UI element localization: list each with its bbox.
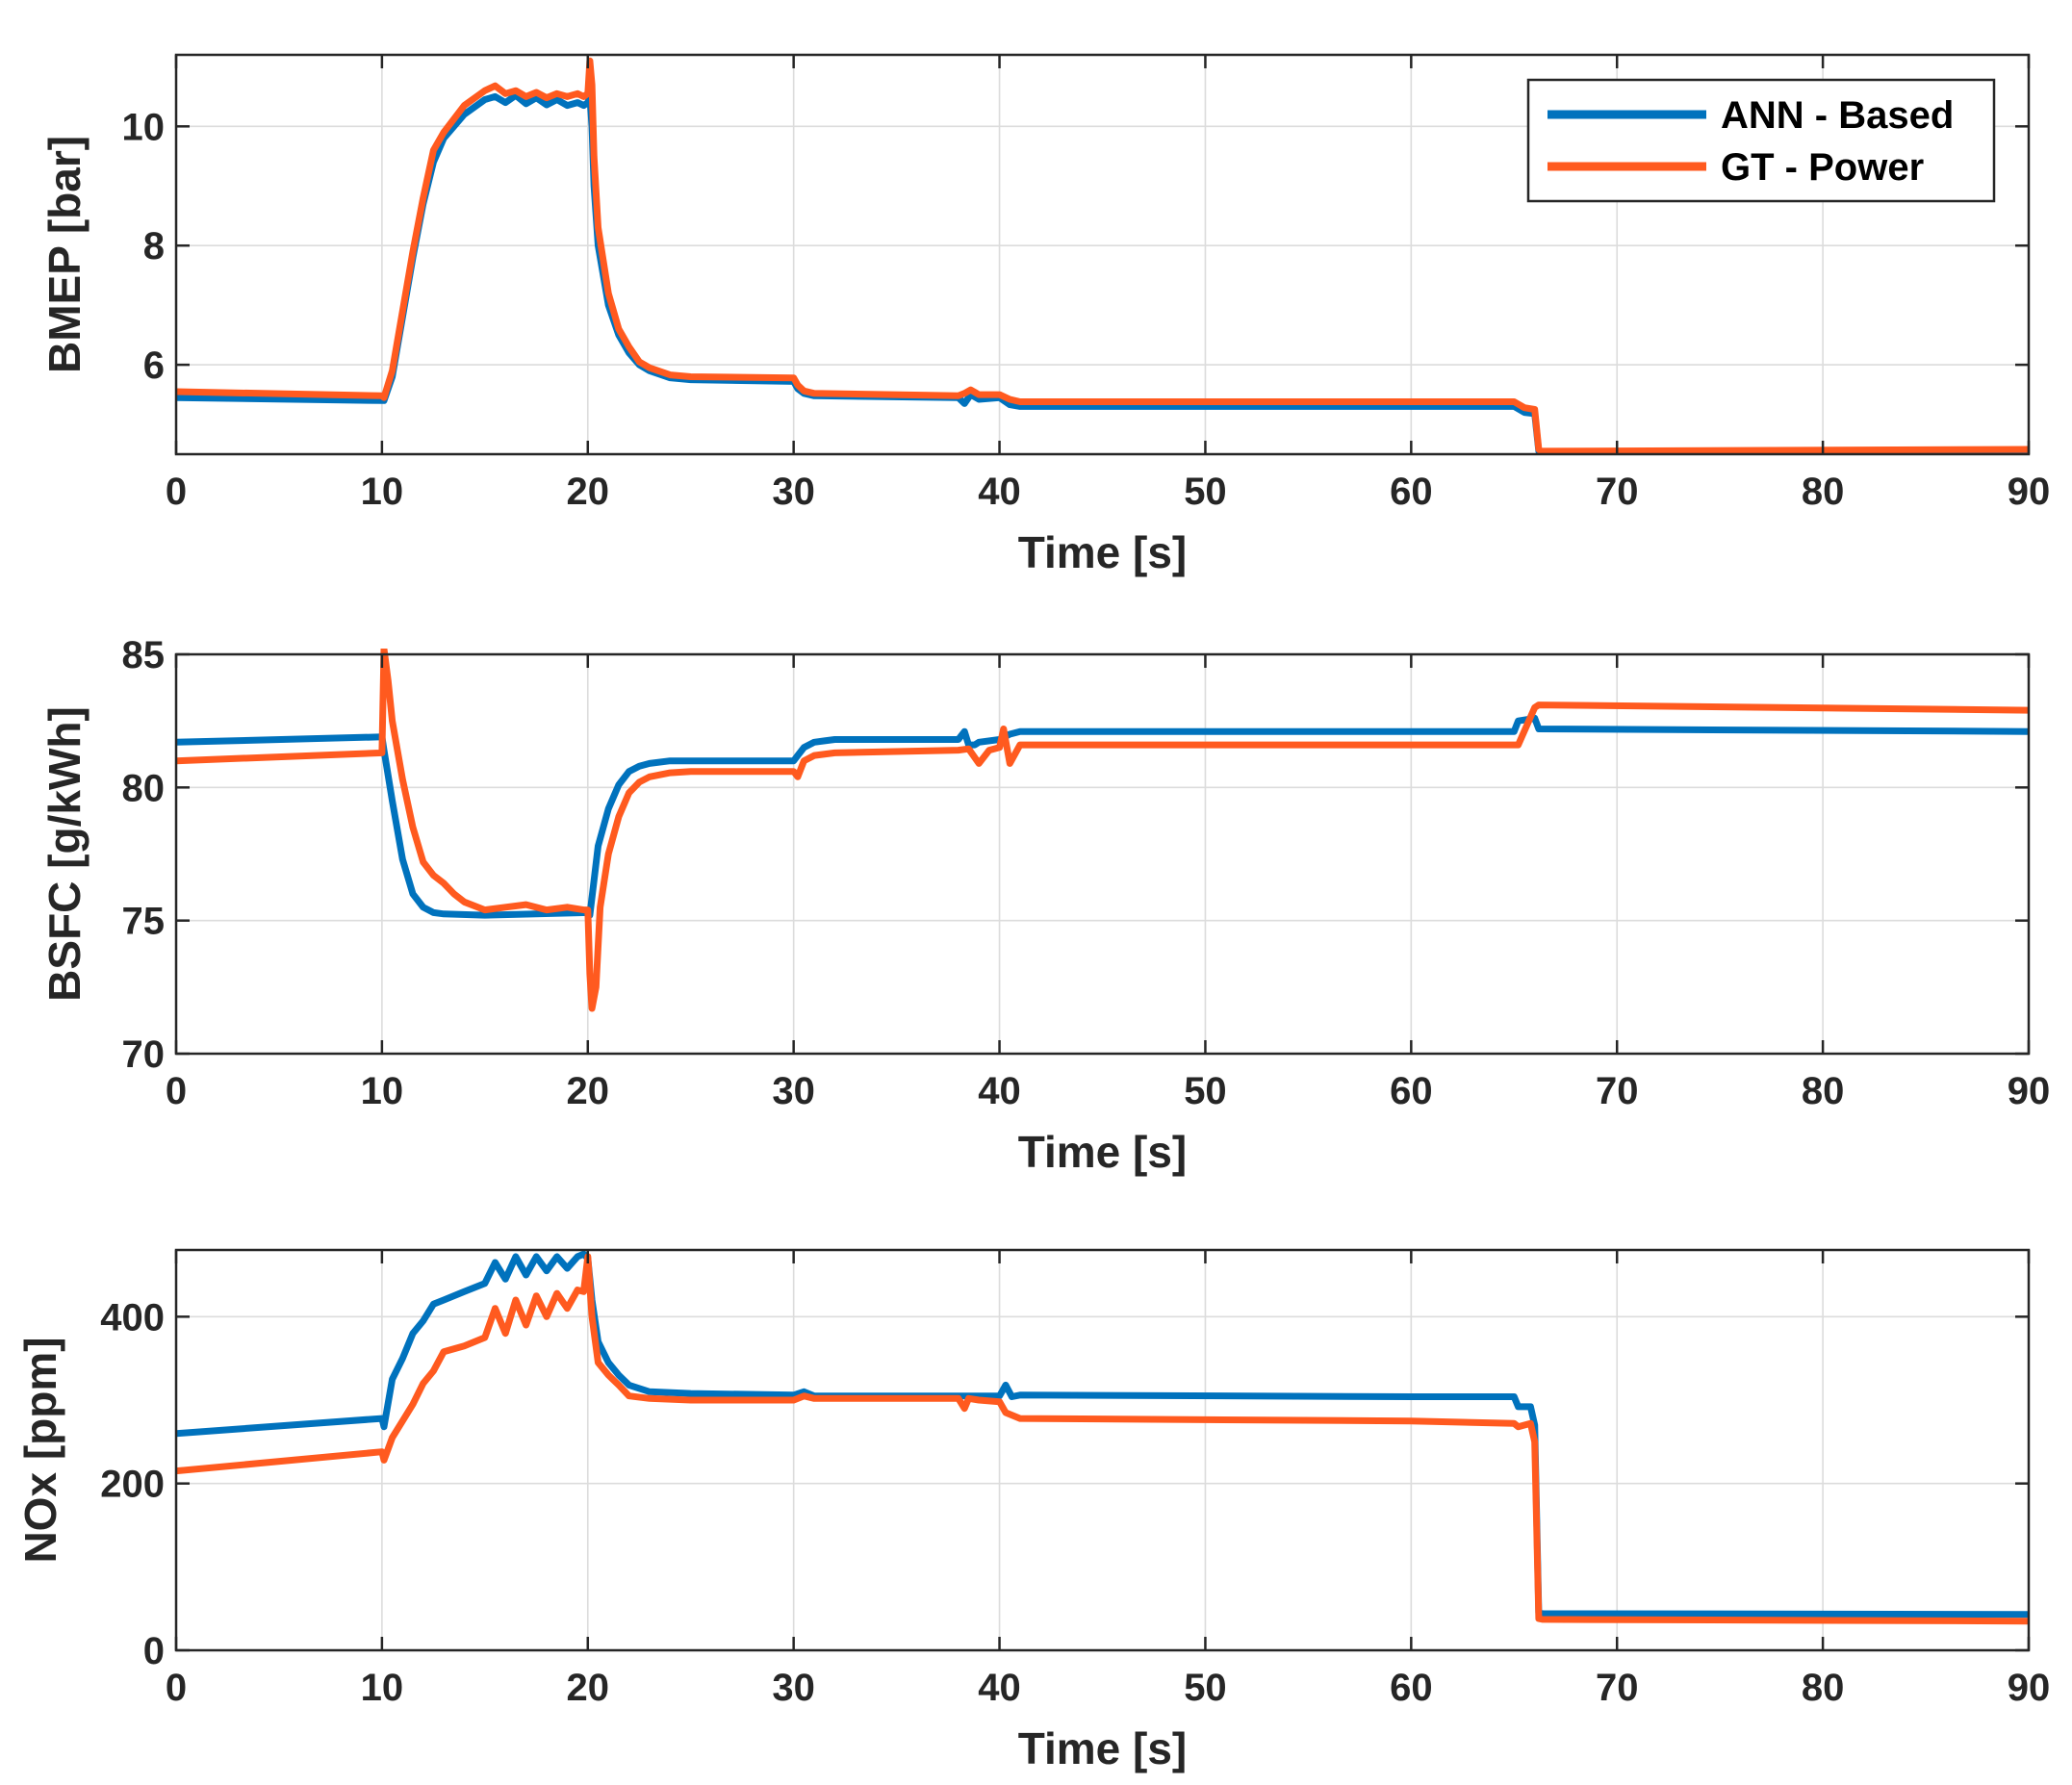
legend-label-ann: ANN - Based: [1721, 94, 1954, 137]
x-tick-label: 80: [1802, 1667, 1845, 1709]
x-tick-label: 70: [1596, 471, 1639, 513]
x-tick-label: 40: [978, 471, 1021, 513]
x-tick-label: 40: [978, 1070, 1021, 1112]
x-tick-label: 60: [1390, 1667, 1433, 1709]
y-tick-label: 75: [122, 901, 166, 943]
y-axis-label: NOx [ppm]: [15, 1337, 65, 1563]
axes-frame: [174, 53, 2031, 456]
y-axis-label: BMEP [bar]: [39, 136, 90, 373]
x-tick-label: 10: [361, 1667, 404, 1709]
y-axis-label: BSFC [g/kWh]: [39, 706, 90, 1002]
axes-frame: [174, 652, 2031, 1056]
series-group: [176, 1250, 2029, 1625]
x-tick-label: 90: [2008, 1070, 2051, 1112]
x-tick-label: 20: [567, 1667, 610, 1709]
series-line-ann-based: [176, 714, 2029, 919]
x-tick-label: 20: [567, 1070, 610, 1112]
x-tick-label: 20: [567, 471, 610, 513]
x-tick-label: 50: [1184, 1667, 1227, 1709]
axes-frame: [174, 1248, 2031, 1652]
x-tick-label: 0: [166, 471, 187, 513]
series-group: [176, 57, 2029, 454]
x-tick-label: 0: [166, 1070, 187, 1112]
bsfc-panel: 0 10 20 30 40 50 60 70 80 90 70 75 80 85 Time [s] BSFC …: [39, 634, 2050, 1177]
x-tick-label: 90: [2008, 1667, 2051, 1709]
x-tick-label: 30: [772, 471, 815, 513]
series-group: [176, 649, 2029, 1012]
x-tick-label: 0: [166, 1667, 187, 1709]
x-tick-label: 50: [1184, 471, 1227, 513]
series-line-gt-power: [176, 1253, 2029, 1625]
x-tick-label: 10: [361, 1070, 404, 1112]
legend-box: [1526, 78, 1996, 203]
plot-area: [176, 1250, 2029, 1650]
x-tick-label: 50: [1184, 1070, 1227, 1112]
y-tick-label: 6: [143, 344, 165, 387]
x-tick-label: 30: [772, 1070, 815, 1112]
x-tick-label: 60: [1390, 471, 1433, 513]
y-tick-label: 200: [100, 1464, 165, 1506]
x-axis-label: Time [s]: [1018, 1127, 1188, 1177]
y-tick-label: 85: [122, 634, 166, 676]
x-axis-label: Time [s]: [1018, 1723, 1188, 1773]
x-tick-label: 60: [1390, 1070, 1433, 1112]
nox-panel: 0 10 20 30 40 50 60 70 80 90 0 200 400 Time [s] NOx [p…: [15, 1248, 2051, 1773]
x-tick-label: 30: [772, 1667, 815, 1709]
y-tick-label: 80: [122, 767, 166, 809]
x-tick-label: 70: [1596, 1070, 1639, 1112]
legend: ANN - Based GT - Power: [1526, 78, 1996, 203]
y-tick-label: 400: [100, 1296, 165, 1339]
x-tick-label: 90: [2008, 471, 2051, 513]
x-tick-label: 70: [1596, 1667, 1639, 1709]
series-line-gt-power: [176, 57, 2029, 454]
plot-area: [176, 654, 2029, 1054]
x-tick-label: 40: [978, 1667, 1021, 1709]
legend-label-gt: GT - Power: [1721, 146, 1924, 189]
y-tick-label: 0: [143, 1630, 165, 1672]
series-line-gt-power: [176, 649, 2029, 1012]
y-tick-label: 70: [122, 1033, 166, 1076]
y-tick-label: 10: [122, 106, 166, 148]
x-tick-label: 10: [361, 471, 404, 513]
y-tick-label: 8: [143, 225, 165, 268]
x-axis-label: Time [s]: [1018, 527, 1188, 577]
x-tick-label: 80: [1802, 1070, 1845, 1112]
x-tick-label: 80: [1802, 471, 1845, 513]
